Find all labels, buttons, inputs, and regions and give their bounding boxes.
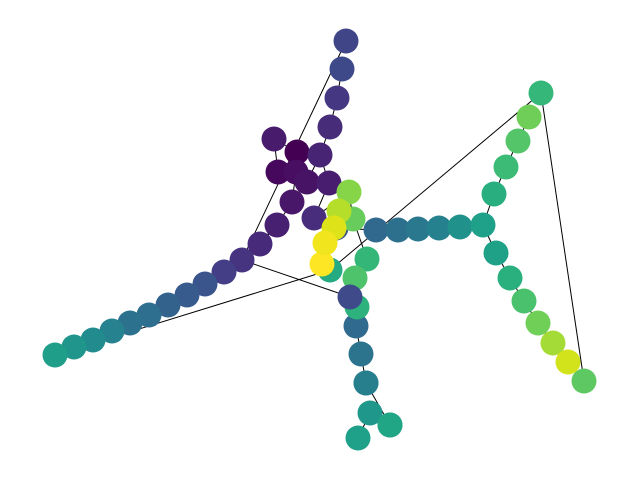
graph-edge	[241, 259, 351, 298]
graph-node	[307, 142, 333, 168]
graph-node	[309, 251, 335, 277]
graph-node	[540, 330, 566, 356]
graph-node	[61, 334, 87, 360]
graph-node	[136, 302, 162, 328]
graph-node	[342, 265, 368, 291]
graph-node	[426, 215, 452, 241]
graph-node	[279, 189, 305, 215]
graph-node	[284, 139, 310, 165]
graph-node	[357, 400, 383, 426]
graph-node	[555, 349, 581, 375]
graph-node	[511, 288, 537, 314]
graph-node	[42, 342, 68, 368]
graph-node	[192, 271, 218, 297]
graph-node	[229, 247, 255, 273]
graph-node	[80, 327, 106, 353]
graph-node	[317, 114, 343, 140]
graph-node	[343, 313, 369, 339]
graph-node	[354, 246, 380, 272]
graph-node	[247, 231, 273, 257]
graph-node	[377, 412, 403, 438]
graph-node	[385, 217, 411, 243]
graph-node	[348, 341, 374, 367]
graph-node	[493, 154, 519, 180]
graph-nodes	[42, 28, 597, 451]
graph-node	[324, 85, 350, 111]
graph-node	[294, 169, 320, 195]
graph-node	[337, 284, 363, 310]
graph-node	[329, 56, 355, 82]
graph-node	[405, 216, 431, 242]
graph-node	[264, 212, 290, 238]
graph-node	[470, 212, 496, 238]
graph-node	[525, 310, 551, 336]
graph-node	[345, 425, 371, 451]
graph-node	[353, 370, 379, 396]
graph-node	[497, 265, 523, 291]
graph-node	[528, 80, 554, 106]
graph-node	[155, 292, 181, 318]
graph-node	[447, 214, 473, 240]
graph-node	[99, 318, 125, 344]
graph-node	[211, 259, 237, 285]
graph-node	[483, 240, 509, 266]
graph-node	[174, 282, 200, 308]
graph-node	[571, 368, 597, 394]
graph-node	[312, 230, 338, 256]
graph-edge	[540, 92, 585, 382]
graph-node	[265, 159, 291, 185]
graph-node	[301, 205, 327, 231]
graph-node	[363, 217, 389, 243]
graph-node	[516, 104, 542, 130]
graph-edge	[329, 92, 542, 271]
graph-node	[261, 126, 287, 152]
graph-node	[316, 170, 342, 196]
graph-node	[333, 28, 359, 54]
graph-node	[481, 181, 507, 207]
graph-node	[505, 128, 531, 154]
graph-node	[336, 179, 362, 205]
